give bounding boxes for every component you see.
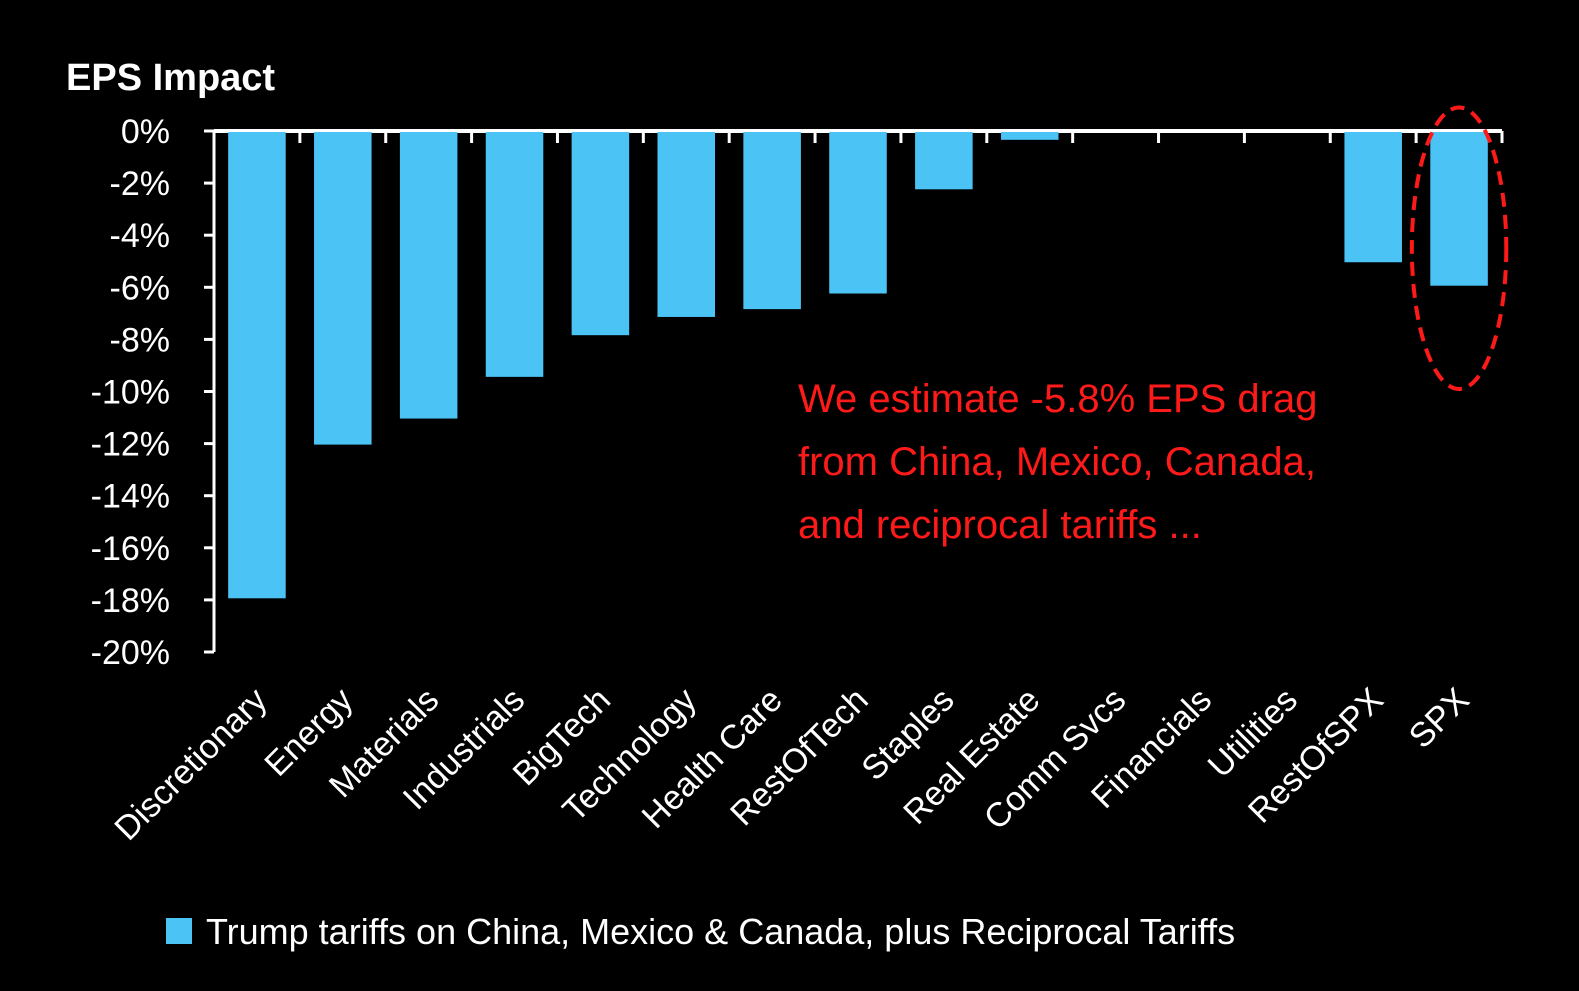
highlight-ellipse <box>1409 105 1509 391</box>
annotation-line: We estimate -5.8% EPS drag <box>798 377 1318 421</box>
y-tick-label: -16% <box>91 530 170 568</box>
annotation-line: and reciprocal tariffs ... <box>798 503 1202 547</box>
y-axis: 0% -2% -4% -6% -8% -10% -12% -14% -16% -18% -20% <box>91 113 216 672</box>
bar <box>571 132 630 336</box>
bar <box>657 132 716 317</box>
y-tick-label: -20% <box>91 634 170 672</box>
bar <box>915 132 973 190</box>
chart-title: EPS Impact <box>66 57 275 99</box>
y-tick-label: -2% <box>110 165 170 203</box>
x-tick-label: SPX <box>1402 681 1477 756</box>
y-tick-label: -8% <box>110 321 170 359</box>
bar <box>314 132 372 445</box>
bar-series <box>228 132 1488 599</box>
y-tick-label: 0% <box>121 113 170 151</box>
y-tick-label: -18% <box>91 582 170 620</box>
y-tick-label: -4% <box>110 217 170 255</box>
y-tick-label: -6% <box>110 269 170 307</box>
annotation: We estimate -5.8% EPS drag from China, Me… <box>798 377 1318 547</box>
x-tick-labels: DiscretionaryEnergyMaterialsIndustrialsB… <box>107 681 1476 848</box>
bar <box>485 132 544 377</box>
x-axis <box>212 129 1504 143</box>
legend-label: Trump tariffs on China, Mexico & Canada,… <box>206 911 1235 952</box>
y-tick-label: -12% <box>91 426 170 464</box>
bar <box>743 132 801 310</box>
bar <box>829 132 887 294</box>
bar <box>1000 132 1059 140</box>
bar <box>228 132 286 599</box>
y-tick-label: -10% <box>91 374 170 412</box>
bar <box>1430 132 1488 286</box>
bar <box>1344 132 1402 263</box>
legend-swatch <box>166 918 192 944</box>
bar <box>399 132 458 419</box>
y-tick-label: -14% <box>91 478 170 516</box>
legend: Trump tariffs on China, Mexico & Canada,… <box>166 911 1235 952</box>
annotation-line: from China, Mexico, Canada, <box>798 440 1316 484</box>
x-tick-label: Discretionary <box>107 681 274 848</box>
